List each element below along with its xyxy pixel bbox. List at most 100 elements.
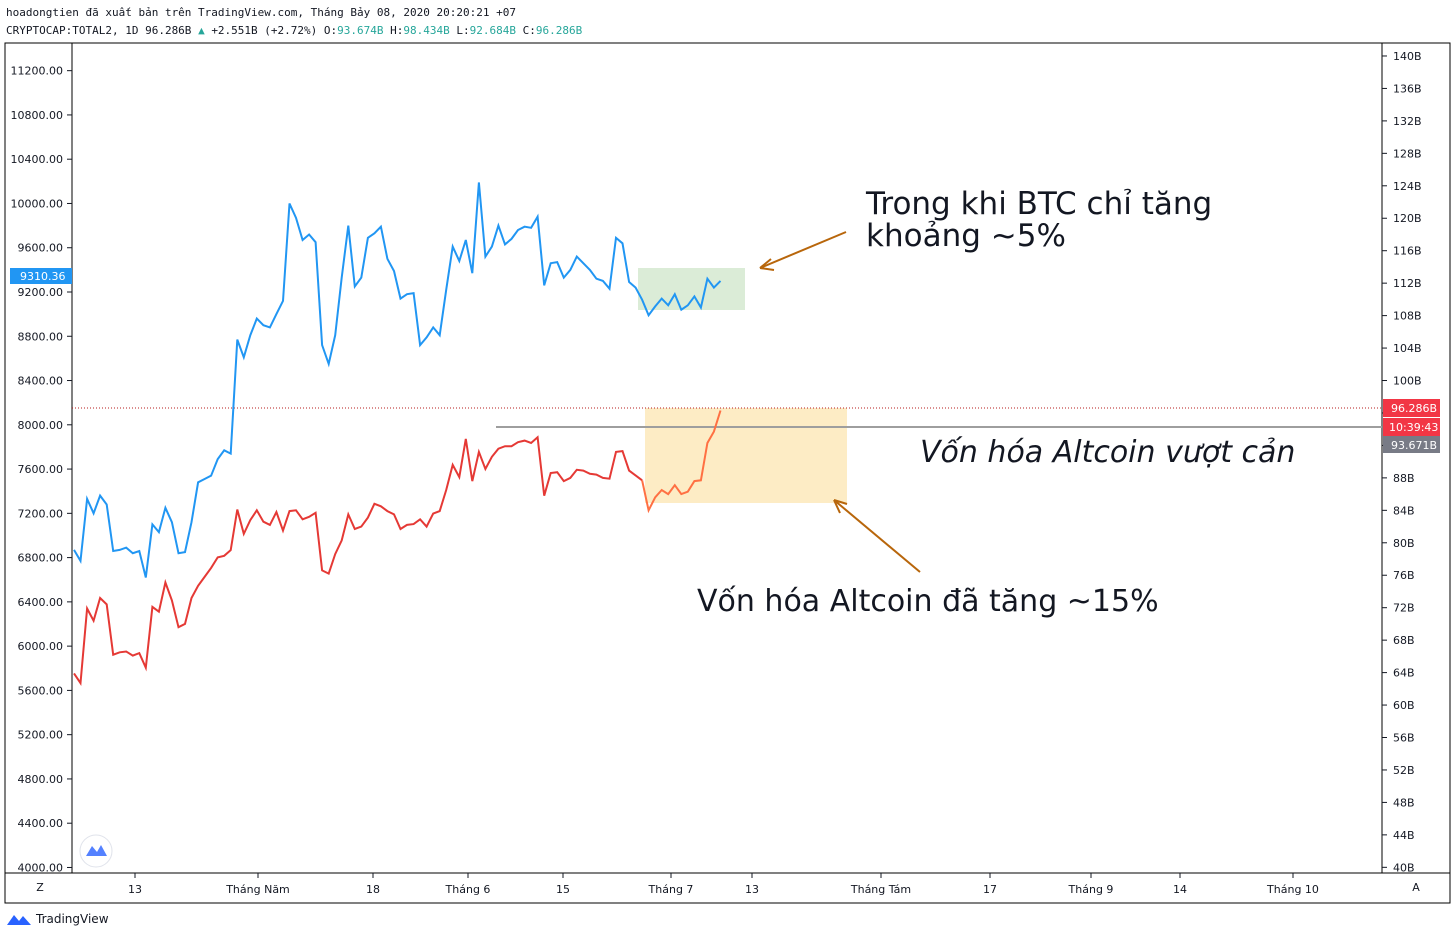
time-tick-label: 13 — [128, 883, 142, 896]
right-axis-frame[interactable] — [1381, 42, 1451, 874]
altcoin-line — [73, 435, 643, 687]
right-tick-label: 104B — [1393, 342, 1422, 355]
tradingview-brand[interactable]: TradingView — [6, 912, 109, 926]
change-up-icon: ▲ — [198, 24, 205, 37]
btc-line — [73, 182, 722, 578]
altcoin-rise-box — [645, 408, 847, 503]
low-label: L: — [456, 24, 470, 37]
left-tick-label: 4400.00 — [18, 817, 64, 830]
level-value: 93.671B — [1391, 439, 1437, 452]
open-label: O: — [323, 24, 338, 37]
right-axis-ticks: 140B 136B 132B 128B 124B 120B 116B 112B 108B 104B… — [1382, 50, 1422, 874]
auto-scale-button[interactable]: A — [1412, 881, 1420, 894]
time-tick-label: Tháng 7 — [648, 883, 694, 896]
left-axis-ticks: 11200.00 10800.00 10400.00 10000.00 9600.00 9… — [11, 65, 72, 874]
right-tick-label: 48B — [1393, 796, 1415, 809]
right-tick-label: 64B — [1393, 667, 1415, 680]
right-tick-label: 140B — [1393, 50, 1422, 63]
right-tick-label: 84B — [1393, 504, 1415, 517]
left-tick-label: 9600.00 — [18, 242, 64, 255]
brand-name: TradingView — [36, 912, 109, 926]
time-tick-label: Tháng 9 — [1068, 883, 1114, 896]
left-tick-label: 8000.00 — [18, 419, 64, 432]
annotation-altcoin: Vốn hóa Altcoin đã tăng ~15% — [697, 584, 1159, 619]
time-tick-label: 18 — [366, 883, 380, 896]
left-tick-label: 6800.00 — [18, 552, 64, 565]
left-axis-frame — [4, 42, 73, 874]
left-tick-label: 7600.00 — [18, 463, 64, 476]
tradingview-logo-icon — [7, 915, 31, 925]
left-tick-label: 5600.00 — [18, 684, 64, 697]
right-tick-label: 76B — [1393, 569, 1415, 582]
level-tag: 93.671B — [1383, 436, 1440, 453]
annotation-btc-line2: khoảng ~5% — [866, 218, 1066, 254]
btc-last-value: 9310.36 — [20, 270, 66, 283]
left-tick-label: 5200.00 — [18, 729, 64, 742]
right-tick-label: 116B — [1393, 245, 1422, 258]
left-tick-label: 8400.00 — [18, 375, 64, 388]
time-tick-label: 14 — [1173, 883, 1187, 896]
right-tick-label: 68B — [1393, 634, 1415, 647]
close-label: C: — [522, 24, 536, 37]
left-tick-label: 4000.00 — [18, 861, 64, 874]
annotation-btc-line1: Trong khi BTC chỉ tăng — [865, 186, 1212, 222]
series-group — [73, 182, 722, 687]
ohlc-legend: CRYPTOCAP:TOTAL2, 1D 96.286B ▲ +2.551B (… — [6, 24, 582, 37]
right-tick-label: 112B — [1393, 277, 1422, 290]
right-tick-label: 124B — [1393, 180, 1422, 193]
right-tick-label: 120B — [1393, 212, 1422, 225]
right-tick-label: 72B — [1393, 602, 1415, 615]
left-tick-label: 10400.00 — [11, 153, 64, 166]
left-tick-label: 8800.00 — [18, 330, 64, 343]
change-value: +2.551B (+2.72%) — [211, 24, 318, 37]
countdown-tag: 10:39:43 — [1383, 418, 1440, 436]
left-tick-label: 6400.00 — [18, 596, 64, 609]
open-value: 93.674B — [337, 24, 384, 37]
time-tick-label: Tháng 6 — [445, 883, 491, 896]
right-tick-label: 80B — [1393, 537, 1415, 550]
annotation-breakout: Vốn hóa Altcoin vượt cản — [920, 435, 1295, 470]
altcoin-price-tag: 96.286B — [1383, 399, 1440, 417]
right-tick-label: 60B — [1393, 699, 1415, 712]
right-tick-label: 132B — [1393, 115, 1422, 128]
time-axis-frame[interactable] — [4, 872, 1451, 904]
time-tick-label: Tháng 10 — [1266, 883, 1319, 896]
time-tick-label: Tháng Năm — [225, 883, 290, 896]
publish-info: hoadongtien đã xuất bản trên TradingView… — [6, 6, 516, 19]
left-tick-label: 10000.00 — [11, 197, 64, 210]
low-value: 92.684B — [469, 24, 516, 37]
altcoin-breakout-line — [641, 410, 722, 514]
right-tick-label: 52B — [1393, 764, 1415, 777]
right-tick-label: 108B — [1393, 310, 1422, 323]
altcoin-price-value: 96.286B — [1391, 402, 1437, 415]
left-tick-label: 11200.00 — [11, 65, 64, 78]
time-axis-ticks: 13 Tháng Năm 18 Tháng 6 15 Tháng 7 13 Tháng Tám… — [128, 873, 1319, 896]
right-tick-label: 100B — [1393, 375, 1422, 388]
left-tick-label: 7200.00 — [18, 507, 64, 520]
symbol-label: CRYPTOCAP:TOTAL2, 1D 96.286B — [6, 24, 192, 37]
time-tick-label: 17 — [983, 883, 997, 896]
time-tick-label: 13 — [745, 883, 759, 896]
btc-last-value-tag: 9310.36 — [10, 268, 72, 284]
close-value: 96.286B — [535, 24, 583, 37]
right-tick-label: 44B — [1393, 829, 1415, 842]
right-tick-label: 128B — [1393, 147, 1422, 160]
high-label: H: — [390, 24, 404, 37]
arrow-to-btc-box — [759, 231, 847, 271]
tradingview-watermark-icon — [79, 834, 113, 868]
countdown-value: 10:39:43 — [1389, 421, 1438, 434]
right-tick-label: 56B — [1393, 732, 1415, 745]
zoom-left-button[interactable]: Z — [36, 881, 44, 894]
publish-text: hoadongtien đã xuất bản trên TradingView… — [6, 6, 516, 19]
time-tick-label: Tháng Tám — [850, 883, 911, 896]
high-value: 98.434B — [403, 24, 450, 37]
btc-range-box — [638, 268, 745, 310]
left-tick-label: 6000.00 — [18, 640, 64, 653]
arrow-to-altcoin-box — [833, 499, 921, 573]
left-tick-label: 9200.00 — [18, 286, 64, 299]
right-tick-label: 40B — [1393, 861, 1415, 874]
left-tick-label: 4800.00 — [18, 773, 64, 786]
right-tick-label: 136B — [1393, 82, 1422, 95]
right-tick-label: 88B — [1393, 472, 1415, 485]
